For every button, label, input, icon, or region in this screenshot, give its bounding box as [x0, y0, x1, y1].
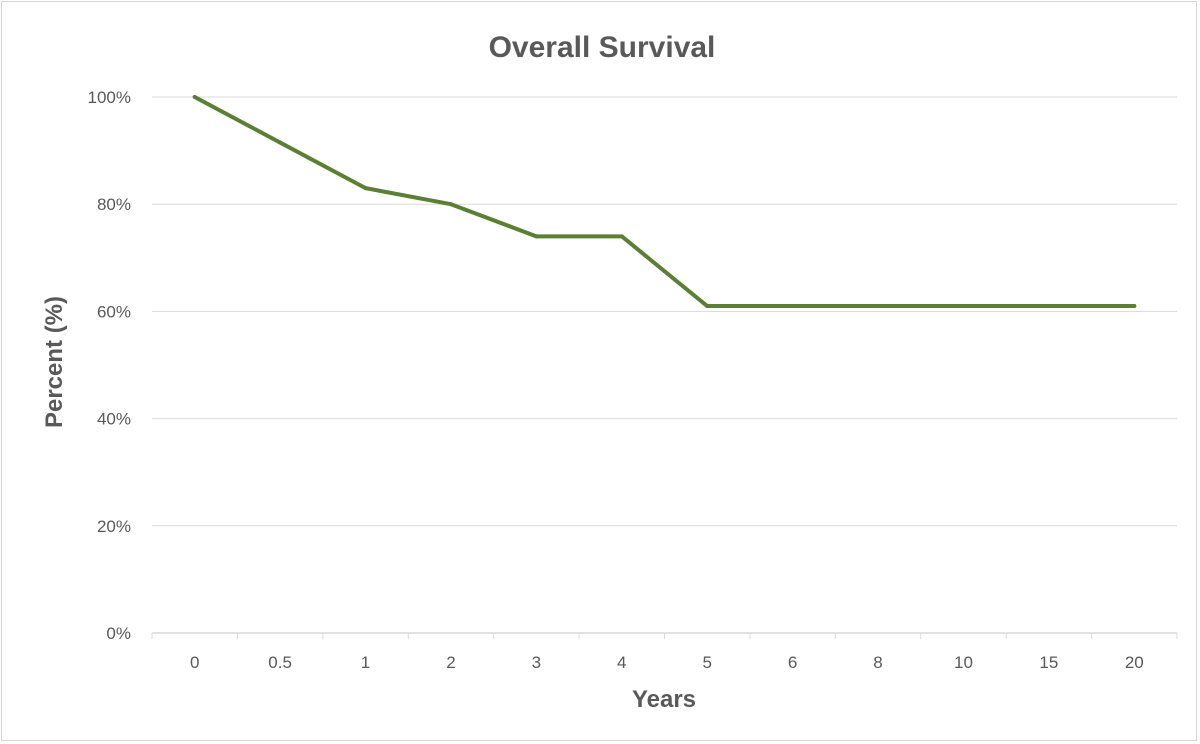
chart-title: Overall Survival: [489, 31, 716, 64]
y-tick-label: 0%: [106, 624, 131, 643]
x-tick-label: 0: [190, 653, 199, 672]
series-line: [192, 95, 1137, 309]
data-point: [790, 304, 795, 309]
x-tick-label: 10: [954, 653, 973, 672]
x-tick-label: 6: [788, 653, 797, 672]
data-point: [961, 304, 966, 309]
y-tick-label: 20%: [97, 517, 131, 536]
data-point: [192, 95, 197, 99]
y-tick-label: 80%: [97, 195, 131, 214]
data-point: [619, 234, 624, 239]
x-tick-label: 2: [446, 653, 455, 672]
x-tick-label: 20: [1125, 653, 1144, 672]
x-tick-label: 1: [361, 653, 370, 672]
gridlines: [152, 96, 1177, 527]
x-axis: 0 0.5 1 2 3 4 5 6 8 10 15 20: [151, 632, 1178, 672]
data-point: [876, 304, 881, 309]
x-tick-label: 8: [873, 653, 882, 672]
x-axis-title: Years: [632, 686, 696, 713]
y-tick-label: 100%: [88, 88, 131, 107]
y-tick-label: 40%: [97, 410, 131, 429]
data-point: [448, 202, 453, 207]
data-point: [705, 304, 710, 309]
data-point: [1132, 304, 1137, 309]
data-point: [278, 140, 283, 145]
x-tick-label: 3: [532, 653, 541, 672]
series-layer: [192, 95, 1137, 309]
y-tick-label: 60%: [97, 302, 131, 321]
y-axis-title: Percent (%): [41, 296, 68, 428]
x-tick-label: 15: [1039, 653, 1058, 672]
data-point: [363, 186, 368, 191]
x-tick-label: 5: [702, 653, 711, 672]
data-point: [534, 234, 539, 239]
x-tick-label: 0.5: [268, 653, 292, 672]
x-tick-label: 4: [617, 653, 626, 672]
data-point: [1046, 304, 1051, 309]
y-axis-tick-labels: 0% 20% 40% 60% 80% 100%: [88, 88, 131, 643]
